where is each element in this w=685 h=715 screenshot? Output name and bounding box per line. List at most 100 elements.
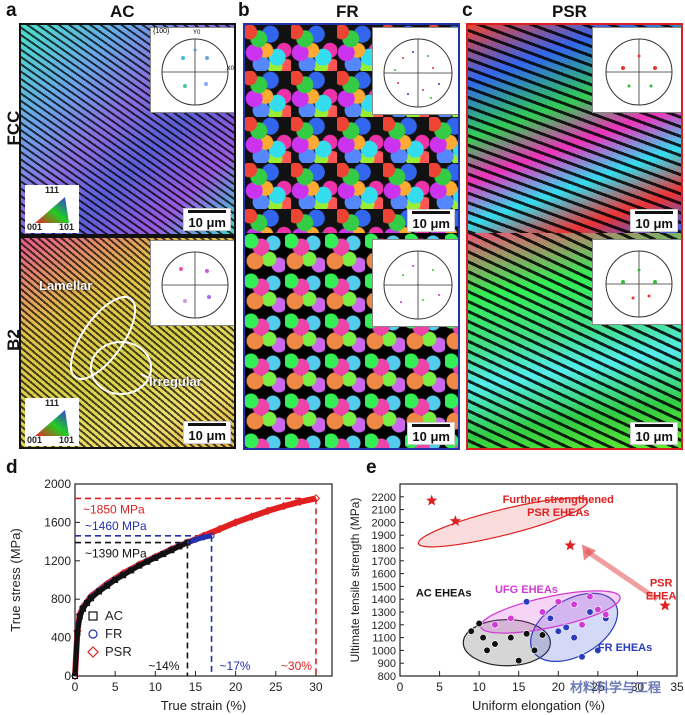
region-psr-strengthened bbox=[417, 497, 589, 548]
x-axis-label: Uniform elongation (%) bbox=[472, 698, 605, 713]
data-point bbox=[104, 582, 111, 589]
legend-marker bbox=[88, 611, 98, 621]
arrow-head bbox=[581, 544, 596, 561]
data-point bbox=[72, 673, 78, 679]
annotation-label: ~17% bbox=[220, 659, 251, 673]
data-point bbox=[295, 497, 305, 506]
data-point bbox=[578, 653, 586, 661]
micrograph-fr: 10 μm 10 μm bbox=[243, 23, 460, 450]
pole-figure-ac-b2 bbox=[150, 240, 234, 326]
ipf-legend-fcc: 111 001 101 bbox=[25, 185, 79, 233]
data-point bbox=[594, 605, 602, 614]
ipf-left-label: 001 bbox=[27, 222, 43, 232]
annotation-ellipses bbox=[69, 296, 152, 395]
ipf-right-label: 101 bbox=[59, 435, 75, 445]
data-point bbox=[176, 543, 183, 550]
data-point bbox=[507, 634, 515, 642]
group-label: PSR EHEAs bbox=[527, 507, 589, 519]
x-tick-label: 10 bbox=[472, 680, 486, 694]
y-tick-label: 1000 bbox=[372, 645, 396, 657]
data-point bbox=[546, 614, 554, 622]
data-point bbox=[554, 627, 562, 635]
data-point bbox=[168, 547, 175, 554]
y-tick-label: 0 bbox=[64, 669, 71, 683]
legend-label: FR bbox=[105, 626, 122, 641]
data-point-star bbox=[659, 599, 671, 611]
panel-letter-d: d bbox=[6, 457, 18, 478]
column-title-psr: PSR bbox=[552, 2, 587, 21]
data-point bbox=[192, 536, 199, 543]
pole-figure-fr-b2 bbox=[372, 239, 458, 327]
data-point bbox=[479, 634, 487, 642]
x-tick-label: 10 bbox=[149, 680, 163, 694]
y-tick-label: 900 bbox=[378, 658, 396, 670]
ipf-right-label: 101 bbox=[59, 222, 75, 232]
data-point bbox=[208, 532, 215, 539]
ipf-top-label: 111 bbox=[45, 185, 60, 195]
data-point bbox=[507, 614, 515, 622]
x-tick-label: 30 bbox=[631, 680, 645, 694]
annotation-label: ~14% bbox=[148, 659, 179, 673]
x-tick-label: 5 bbox=[112, 680, 119, 694]
data-point bbox=[112, 577, 119, 583]
data-point bbox=[80, 605, 87, 612]
scale-bar-ac-fcc: 10 μm bbox=[183, 208, 231, 231]
scale-bar-psr-b2: 10 μm bbox=[630, 422, 678, 445]
data-point bbox=[523, 630, 531, 638]
data-point bbox=[483, 646, 491, 654]
panel-letter-c: c bbox=[462, 0, 473, 21]
data-point bbox=[152, 554, 159, 561]
data-point bbox=[562, 623, 570, 631]
ipf-top-label: 111 bbox=[45, 398, 60, 408]
data-point bbox=[215, 524, 224, 534]
y-tick-label: 1700 bbox=[372, 556, 396, 568]
group-label: EHEA bbox=[646, 590, 677, 602]
y-tick-label: 800 bbox=[378, 671, 396, 683]
data-point bbox=[74, 629, 81, 636]
data-point bbox=[263, 506, 272, 516]
micrograph-psr: 10 μm 10 μm bbox=[466, 23, 683, 450]
y-tick-label: 1400 bbox=[372, 594, 396, 606]
legend-marker bbox=[88, 629, 98, 639]
annotation-label: ~30% bbox=[281, 659, 312, 673]
data-point bbox=[475, 619, 483, 628]
data-point bbox=[84, 600, 91, 607]
scale-bar-psr-fcc: 10 μm bbox=[630, 209, 678, 232]
panel-letter-a: a bbox=[6, 0, 17, 21]
micrograph-ac-fcc: {100} Y0 X0 111 001 101 10 μm bbox=[19, 23, 236, 236]
pole-figure-psr-fcc bbox=[592, 27, 681, 113]
y-tick-label: 1100 bbox=[372, 633, 396, 645]
data-point-star bbox=[564, 539, 576, 551]
y-tick-label: 1600 bbox=[44, 515, 71, 529]
y-tick-label: 1200 bbox=[372, 620, 396, 632]
x-tick-label: 0 bbox=[72, 680, 79, 694]
x-tick-label: 20 bbox=[552, 680, 566, 694]
label-irregular: Irregular bbox=[149, 374, 202, 389]
data-point bbox=[538, 631, 547, 639]
y-axis-label: True stress (MPa) bbox=[8, 528, 23, 632]
y-tick-label: 1200 bbox=[44, 554, 71, 568]
pole-figure-psr-b2 bbox=[592, 239, 681, 325]
y-tick-label: 2200 bbox=[372, 492, 396, 504]
x-tick-label: 20 bbox=[229, 680, 243, 694]
y-tick-label: 400 bbox=[51, 631, 71, 645]
data-point bbox=[144, 558, 151, 565]
panel-letter-e: e bbox=[366, 457, 377, 478]
x-axis-label: True strain (%) bbox=[161, 698, 246, 713]
plot-frame bbox=[399, 483, 678, 677]
data-point bbox=[491, 640, 499, 648]
watermark: 材料科学与工程 bbox=[570, 680, 662, 695]
ipf-legend-b2: 111 001 101 bbox=[25, 398, 79, 446]
scale-bar-ac-b2: 10 μm bbox=[183, 421, 231, 444]
y-tick-label: 1800 bbox=[372, 543, 396, 555]
data-point bbox=[554, 598, 562, 606]
arrow-shaft bbox=[584, 548, 659, 602]
y-tick-label: 2100 bbox=[372, 505, 396, 517]
annotation-label: ~1850 MPa bbox=[83, 502, 145, 516]
y-axis-label: Ultimate tensile strength (MPa) bbox=[348, 498, 362, 663]
legend-label: PSR bbox=[105, 644, 132, 659]
data-point-star bbox=[449, 515, 462, 526]
data-point-star bbox=[426, 494, 438, 506]
annotation-label: ~1460 MPa bbox=[85, 519, 147, 533]
data-point bbox=[570, 600, 578, 608]
